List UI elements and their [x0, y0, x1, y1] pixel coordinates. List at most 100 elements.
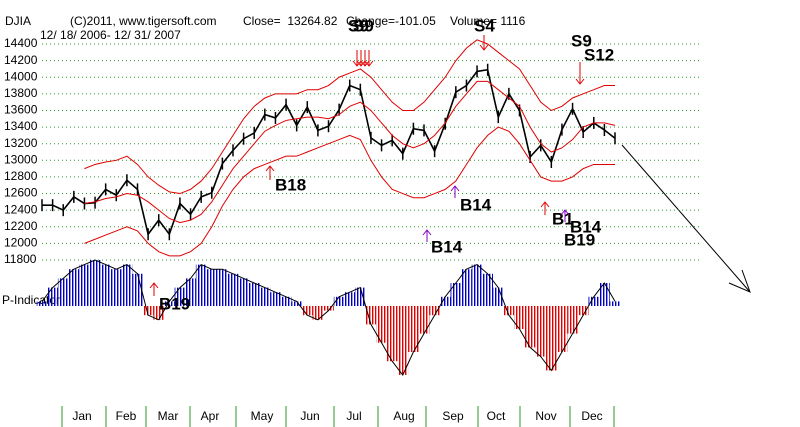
signal-label: B14 — [570, 217, 602, 236]
indicator-bar — [471, 264, 483, 306]
indicator-bar — [514, 306, 525, 329]
band-line — [84, 39, 615, 195]
signal-label: B14 — [460, 195, 492, 214]
y-tick-label: 12200 — [4, 219, 38, 233]
y-tick-label: 12400 — [4, 202, 38, 216]
indicator-bar — [439, 296, 451, 306]
x-tick-label: Apr — [201, 409, 220, 423]
indicator-bar — [68, 269, 80, 306]
signal-arrow-head — [149, 282, 159, 289]
indicator-bar — [524, 306, 536, 348]
x-tick-label: Oct — [487, 409, 506, 423]
indicator-bar — [397, 306, 409, 375]
indicator-bar — [121, 264, 133, 306]
close: Close= 13264.82 — [243, 14, 338, 28]
x-tick-label: Jan — [72, 409, 91, 423]
indicator-bar — [217, 269, 228, 306]
signal-label: B18 — [275, 175, 306, 194]
indicator-bar — [47, 287, 58, 306]
change: Change=-101.05 — [346, 14, 436, 28]
indicator-bar — [164, 301, 175, 306]
indicator-bar — [301, 306, 313, 316]
y-tick-label: 12000 — [4, 236, 38, 250]
signal-label: S4 — [474, 16, 495, 35]
signal-arrow-head — [560, 209, 570, 216]
x-tick-label: Aug — [393, 409, 414, 423]
trend-arrow — [621, 144, 751, 293]
y-tick-label: 14000 — [4, 69, 38, 83]
indicator-bar — [386, 306, 398, 362]
y-tick-label: 13400 — [4, 119, 38, 133]
y-tick-label: 14200 — [4, 53, 38, 67]
indicator-bar — [333, 296, 345, 306]
indicator-bar — [492, 287, 504, 306]
x-tick-label: Jun — [300, 409, 319, 423]
indicator-bar — [503, 306, 515, 316]
indicator-bar — [355, 287, 366, 306]
signal-arrow-head — [422, 229, 432, 236]
indicator-bar — [142, 306, 154, 316]
indicator-bar — [270, 292, 281, 306]
indicator-bar — [408, 306, 419, 352]
indicator-bar — [36, 301, 48, 306]
signal-arrow-head — [479, 44, 489, 51]
signal-arrow-head — [450, 185, 460, 192]
signal-label: S9 — [571, 31, 592, 50]
indicator-outline — [41, 259, 616, 376]
indicator-bar — [365, 306, 377, 325]
x-tick-label: Dec — [581, 409, 602, 423]
indicator-bar — [312, 306, 324, 320]
signal-label: B19 — [159, 294, 190, 313]
y-tick-label: 13000 — [4, 152, 38, 166]
indicator-bar — [79, 264, 90, 306]
indicator-bar — [376, 306, 387, 343]
trend-arrow-head — [728, 269, 751, 293]
y-tick-label: 12600 — [4, 186, 38, 200]
indicator-bar — [259, 287, 271, 306]
y-tick-label: 13200 — [4, 136, 38, 150]
indicator-bar — [556, 306, 568, 352]
indicator-bar — [110, 269, 122, 306]
indicator-bar — [206, 269, 218, 306]
indicator-bar — [57, 278, 69, 306]
indicator-bar — [482, 273, 493, 306]
indicator-bar — [100, 264, 111, 306]
y-tick-label: 12800 — [4, 169, 38, 183]
signal-label: S9 — [353, 16, 374, 35]
indicator-bar — [132, 273, 143, 306]
signal-arrow-head — [360, 60, 370, 67]
indicator-bar — [248, 283, 260, 306]
y-tick-label: 13600 — [4, 103, 38, 117]
indicator-bar — [344, 292, 356, 306]
indicator-bar — [153, 306, 165, 320]
signal-arrow-head — [356, 60, 366, 67]
symbol: DJIA — [5, 14, 31, 28]
indicator-bar — [323, 306, 334, 311]
x-tick-label: Nov — [535, 409, 556, 423]
x-tick-label: May — [251, 409, 274, 423]
indicator-bar — [450, 283, 462, 306]
y-tick-label: 13800 — [4, 86, 38, 100]
price-line — [42, 68, 616, 237]
indicator-bar — [280, 296, 292, 306]
x-tick-label: Mar — [158, 409, 179, 423]
indicator-bar — [567, 306, 578, 334]
indicator-bar — [291, 301, 302, 306]
copyright: (C)2011, www.tigersoft.com — [70, 14, 217, 28]
indicator-bar — [535, 306, 547, 357]
indicator-bar — [185, 278, 196, 306]
signal-label: S12 — [584, 45, 614, 64]
indicator-bar — [429, 306, 440, 316]
date-range: 12/ 18/ 2006- 12/ 31/ 2007 — [40, 28, 181, 42]
indicator-bar — [227, 273, 239, 306]
indicator-bar — [546, 306, 557, 371]
signal-arrow-head — [352, 60, 362, 67]
signal-arrow-head — [265, 165, 275, 172]
signal-label: B14 — [431, 237, 463, 256]
y-tick-label: 14400 — [4, 36, 38, 50]
indicator-bar — [418, 306, 430, 334]
signal-arrow-head — [575, 78, 585, 85]
indicator-bar — [89, 260, 101, 306]
band-line — [84, 80, 616, 224]
